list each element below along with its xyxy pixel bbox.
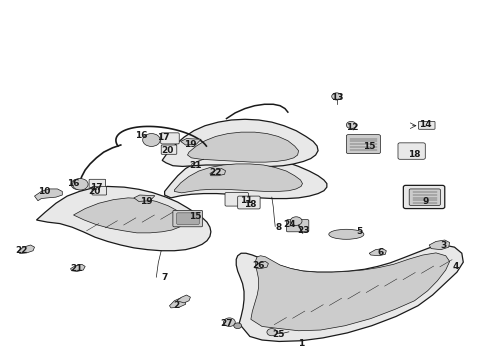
Text: 19: 19: [140, 197, 153, 206]
Text: 20: 20: [89, 187, 101, 196]
Text: 13: 13: [331, 93, 344, 102]
Text: 14: 14: [419, 120, 432, 129]
Circle shape: [267, 329, 277, 336]
Text: 27: 27: [220, 319, 233, 328]
Circle shape: [332, 93, 342, 100]
Text: 20: 20: [161, 146, 173, 155]
FancyBboxPatch shape: [177, 213, 199, 224]
FancyBboxPatch shape: [418, 121, 435, 129]
Text: 22: 22: [16, 246, 28, 255]
Polygon shape: [251, 253, 450, 331]
FancyBboxPatch shape: [409, 189, 441, 205]
Text: 6: 6: [377, 248, 384, 257]
Polygon shape: [162, 119, 318, 166]
Text: 4: 4: [452, 262, 459, 271]
FancyBboxPatch shape: [225, 193, 248, 206]
Circle shape: [346, 121, 356, 129]
Text: 15: 15: [363, 141, 375, 150]
FancyBboxPatch shape: [161, 145, 177, 154]
Text: 26: 26: [252, 261, 265, 270]
Text: 18: 18: [408, 150, 421, 159]
Polygon shape: [71, 264, 85, 271]
Text: 22: 22: [210, 168, 222, 177]
Text: 15: 15: [189, 212, 201, 221]
Text: 3: 3: [441, 240, 447, 249]
Polygon shape: [181, 139, 201, 145]
Text: 2: 2: [173, 301, 180, 310]
Polygon shape: [177, 295, 191, 303]
Circle shape: [143, 134, 160, 147]
Text: 12: 12: [346, 123, 359, 132]
Polygon shape: [19, 245, 34, 253]
FancyBboxPatch shape: [287, 220, 309, 232]
Polygon shape: [369, 249, 386, 256]
Polygon shape: [255, 261, 269, 269]
Circle shape: [73, 179, 88, 190]
Text: 7: 7: [161, 273, 168, 282]
FancyBboxPatch shape: [161, 133, 179, 144]
Text: 19: 19: [184, 140, 197, 149]
Ellipse shape: [329, 229, 364, 239]
Text: 8: 8: [275, 222, 281, 231]
FancyBboxPatch shape: [92, 186, 107, 195]
Text: 10: 10: [38, 187, 50, 196]
Polygon shape: [74, 198, 186, 233]
FancyBboxPatch shape: [403, 185, 445, 208]
Polygon shape: [165, 154, 327, 199]
FancyBboxPatch shape: [173, 210, 202, 227]
Polygon shape: [134, 195, 155, 202]
Text: 21: 21: [189, 161, 201, 170]
FancyBboxPatch shape: [238, 196, 260, 209]
Circle shape: [223, 318, 235, 327]
Polygon shape: [188, 132, 298, 162]
Polygon shape: [236, 245, 463, 342]
Text: 17: 17: [157, 133, 170, 142]
Polygon shape: [170, 298, 186, 308]
Text: 11: 11: [240, 196, 252, 205]
FancyBboxPatch shape: [346, 135, 380, 154]
Circle shape: [290, 217, 302, 225]
Text: 25: 25: [272, 330, 284, 339]
Circle shape: [71, 179, 86, 190]
Polygon shape: [34, 189, 62, 201]
Text: 16: 16: [135, 131, 148, 140]
Text: 5: 5: [356, 227, 363, 236]
Polygon shape: [210, 168, 225, 176]
Polygon shape: [429, 240, 450, 249]
Text: 17: 17: [90, 183, 103, 192]
Text: 23: 23: [297, 226, 310, 235]
FancyBboxPatch shape: [398, 143, 425, 159]
Text: 9: 9: [422, 197, 428, 206]
Text: 24: 24: [284, 220, 296, 229]
Polygon shape: [36, 186, 211, 251]
Text: 18: 18: [244, 200, 256, 209]
Text: 21: 21: [71, 264, 83, 273]
FancyBboxPatch shape: [89, 179, 106, 189]
Text: 16: 16: [67, 179, 80, 188]
Text: 1: 1: [298, 339, 304, 348]
Polygon shape: [174, 164, 302, 193]
Circle shape: [234, 323, 242, 329]
